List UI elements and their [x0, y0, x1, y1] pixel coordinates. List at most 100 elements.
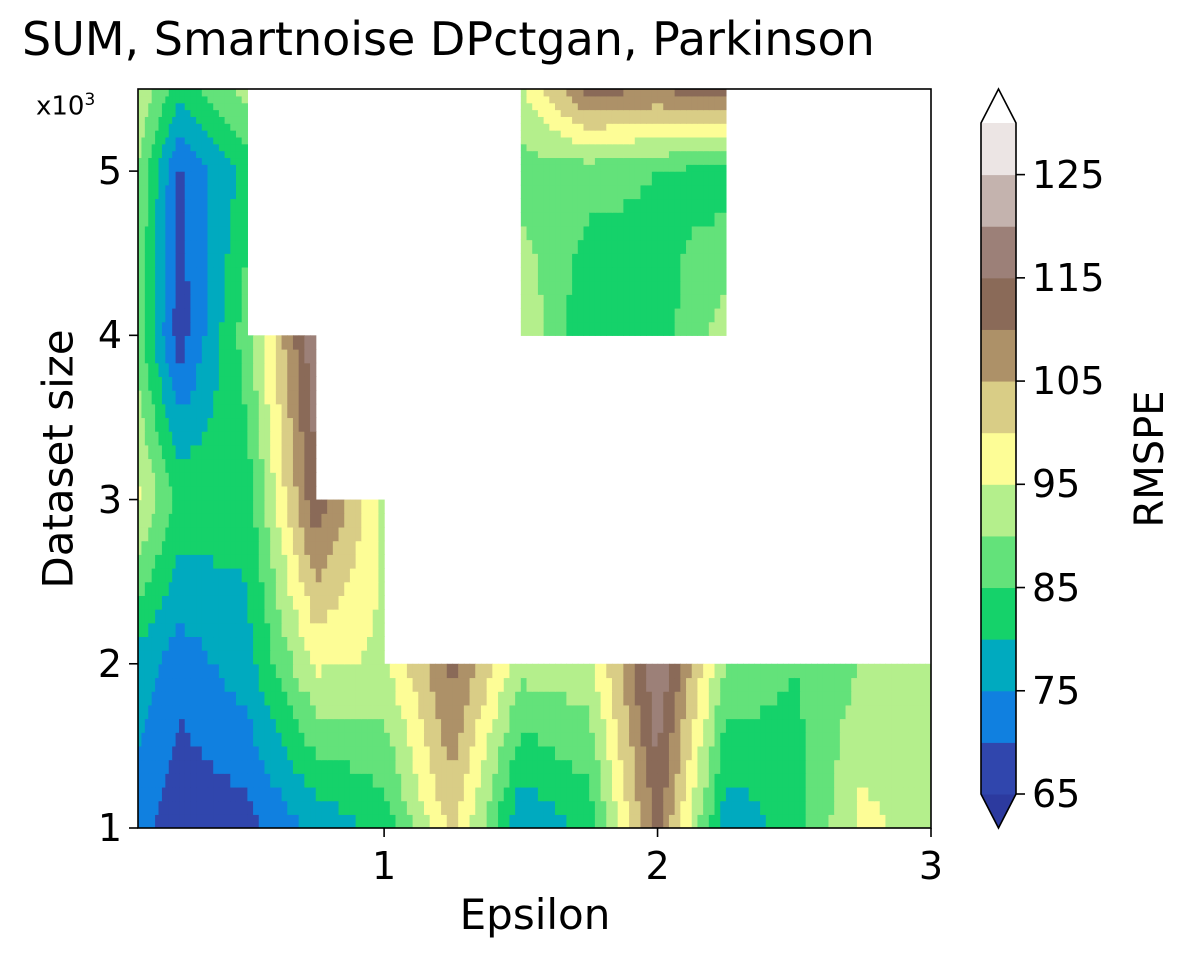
contour-cell — [629, 89, 636, 97]
contour-cell — [275, 814, 283, 828]
contour-cell — [760, 691, 767, 706]
contour-cell — [253, 403, 260, 419]
contour-cell — [743, 691, 750, 706]
contour-cell — [555, 691, 562, 706]
contour-cell — [213, 171, 220, 186]
contour-cell — [520, 164, 528, 172]
contour-cell — [310, 581, 317, 596]
contour-cell — [165, 458, 170, 473]
contour-cell — [190, 677, 197, 692]
contour-cell — [292, 444, 300, 460]
contour-cell — [190, 567, 197, 583]
contour-cell — [902, 745, 909, 761]
contour-cell — [241, 349, 248, 364]
contour-cell — [748, 814, 755, 828]
contour-cell — [144, 417, 149, 432]
contour-cell — [258, 485, 266, 501]
contour-cell — [151, 349, 156, 364]
contour-cell — [275, 540, 283, 555]
contour-cell — [782, 800, 790, 815]
contour-cell — [805, 677, 812, 692]
contour-cell — [158, 540, 163, 555]
contour-cell — [141, 622, 146, 638]
contour-cell — [600, 704, 607, 720]
contour-cell — [389, 814, 397, 828]
contour-cell — [258, 704, 266, 720]
contour-cell — [572, 102, 579, 111]
contour-cell — [218, 526, 226, 542]
contour-cell — [361, 773, 368, 788]
contour-cell — [680, 225, 687, 241]
contour-cell — [258, 499, 266, 514]
contour-cell — [708, 136, 716, 145]
contour-cell — [241, 95, 248, 104]
contour-cell — [640, 171, 647, 186]
contour-cell — [418, 814, 425, 828]
contour-cell — [190, 89, 197, 97]
contour-cell — [253, 485, 260, 501]
contour-cell — [258, 745, 266, 761]
contour-cell — [452, 718, 459, 733]
contour-cell — [572, 123, 579, 131]
contour-cell — [224, 595, 231, 610]
contour-cell — [196, 335, 203, 350]
contour-cell — [919, 745, 926, 761]
contour-cell — [845, 718, 852, 733]
contour-cell — [794, 786, 801, 802]
contour-cell — [172, 540, 177, 555]
contour-cell — [640, 89, 647, 97]
contour-cell — [270, 663, 277, 679]
contour-cell — [691, 116, 699, 124]
contour-cell — [241, 89, 248, 97]
contour-cell — [175, 123, 180, 131]
colorbar-band — [981, 484, 1016, 537]
contour-cell — [919, 677, 926, 692]
contour-cell — [395, 732, 402, 747]
contour-cell — [235, 116, 243, 124]
contour-cell — [594, 307, 602, 323]
contour-cell — [224, 225, 231, 241]
contour-cell — [172, 485, 177, 501]
contour-cell — [155, 485, 160, 501]
contour-cell — [372, 513, 380, 528]
contour-cell — [520, 157, 528, 165]
contour-cell — [600, 198, 607, 213]
contour-cell — [526, 212, 533, 227]
contour-cell — [646, 759, 653, 774]
contour-cell — [589, 704, 596, 720]
contour-cell — [629, 759, 636, 774]
contour-cell — [338, 650, 345, 665]
contour-cell — [646, 663, 653, 679]
contour-cell — [480, 759, 488, 774]
contour-cell — [560, 198, 568, 213]
contour-cell — [856, 800, 864, 815]
contour-cell — [224, 102, 231, 111]
contour-cell — [543, 800, 550, 815]
contour-cell — [686, 198, 693, 213]
contour-cell — [526, 786, 533, 802]
contour-cell — [572, 718, 579, 733]
contour-cell — [480, 663, 488, 679]
contour-cell — [184, 622, 192, 638]
contour-cell — [304, 636, 311, 651]
contour-cell — [287, 362, 294, 377]
contour-cell — [179, 95, 186, 104]
contour-cell — [287, 513, 294, 528]
contour-cell — [155, 349, 160, 364]
contour-cell — [175, 164, 180, 172]
contour-cell — [537, 95, 545, 104]
contour-cell — [463, 704, 471, 720]
contour-cell — [640, 239, 647, 254]
contour-cell — [207, 636, 214, 651]
contour-cell — [275, 663, 283, 679]
contour-cell — [258, 444, 266, 460]
contour-cell — [241, 458, 248, 473]
contour-cell — [651, 212, 659, 227]
x-tick-label: 3 — [918, 844, 944, 888]
contour-cell — [141, 171, 146, 186]
colorbar — [980, 87, 1025, 830]
contour-cell — [344, 581, 351, 596]
contour-cell — [201, 253, 209, 268]
contour-cell — [572, 184, 579, 200]
contour-cell — [241, 116, 248, 124]
